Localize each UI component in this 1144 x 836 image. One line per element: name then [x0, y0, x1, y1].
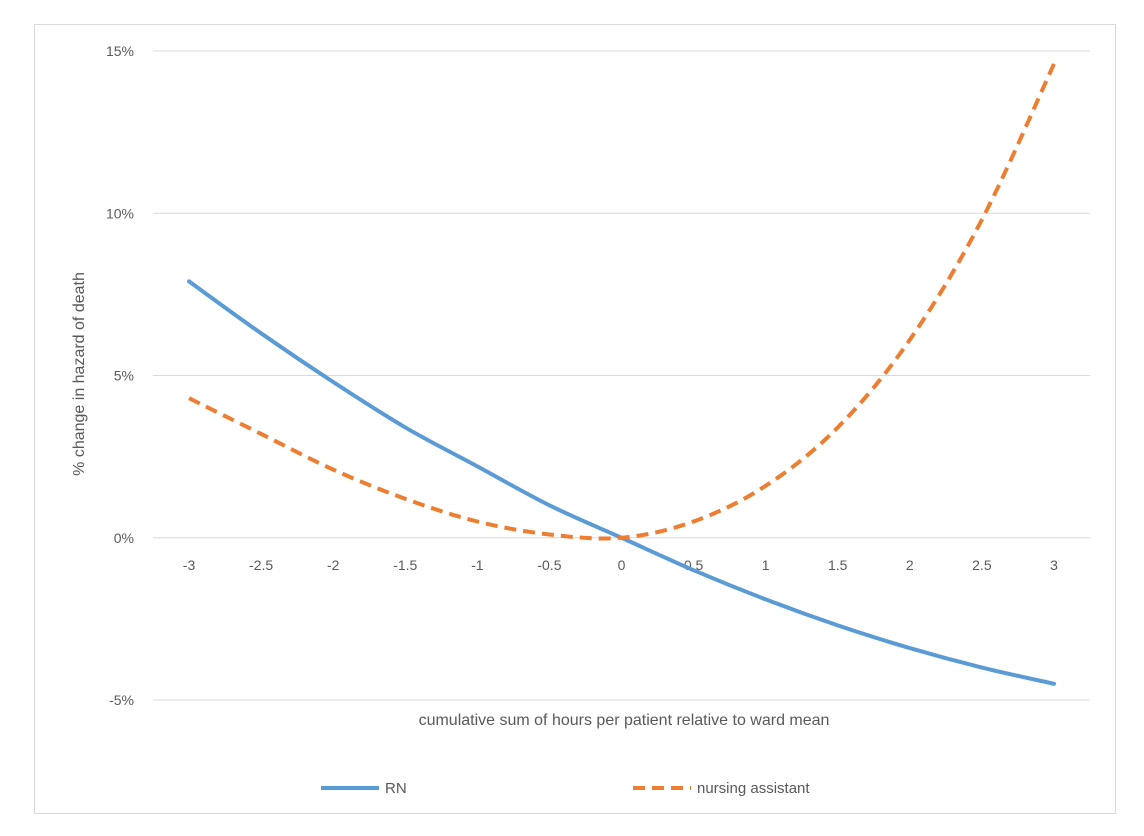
legend-entry-rn: RN [321, 780, 407, 797]
y-axis-title: % change in hazard of death [71, 272, 88, 476]
series-line-rn [187, 279, 1056, 686]
y-tick-label: 15% [106, 43, 134, 59]
legend-label: RN [385, 780, 407, 797]
chart-frame [34, 24, 1116, 814]
y-tick-label: 0% [114, 530, 134, 546]
y-tick-label: 5% [114, 368, 134, 384]
x-axis-tick-labels: -3 -2.5 -2 -1.5 -1 -0.5 0 0.5 1 1.5 2 2.5 3 [183, 557, 1058, 573]
x-axis-title: cumulative sum of hours per patient rela… [419, 712, 830, 729]
y-axis-tick-labels: -5% 0% 5% 10% 15% [106, 43, 134, 708]
x-tick-label: 2.5 [972, 557, 992, 573]
x-tick-label: -2 [327, 557, 340, 573]
series-line-nursing-assistant [188, 63, 1056, 541]
x-tick-label: -2.5 [249, 557, 273, 573]
y-tick-label: -5% [109, 692, 134, 708]
legend-entry-nursing-assistant: nursing assistant [633, 780, 810, 797]
x-tick-label: 3 [1050, 557, 1058, 573]
y-tick-label: 10% [106, 205, 134, 221]
x-tick-label: -1.5 [393, 557, 417, 573]
x-tick-label: -1 [471, 557, 484, 573]
gridlines [153, 50, 1090, 701]
x-tick-label: -3 [183, 557, 196, 573]
x-tick-label: 0 [618, 557, 626, 573]
x-tick-label: -0.5 [537, 557, 561, 573]
series-layer [187, 63, 1056, 686]
x-tick-label: 2 [906, 557, 914, 573]
legend-label: nursing assistant [697, 780, 810, 797]
x-tick-label: 1.5 [828, 557, 848, 573]
legend: RN nursing assistant [321, 780, 810, 797]
x-tick-label: 1 [762, 557, 770, 573]
